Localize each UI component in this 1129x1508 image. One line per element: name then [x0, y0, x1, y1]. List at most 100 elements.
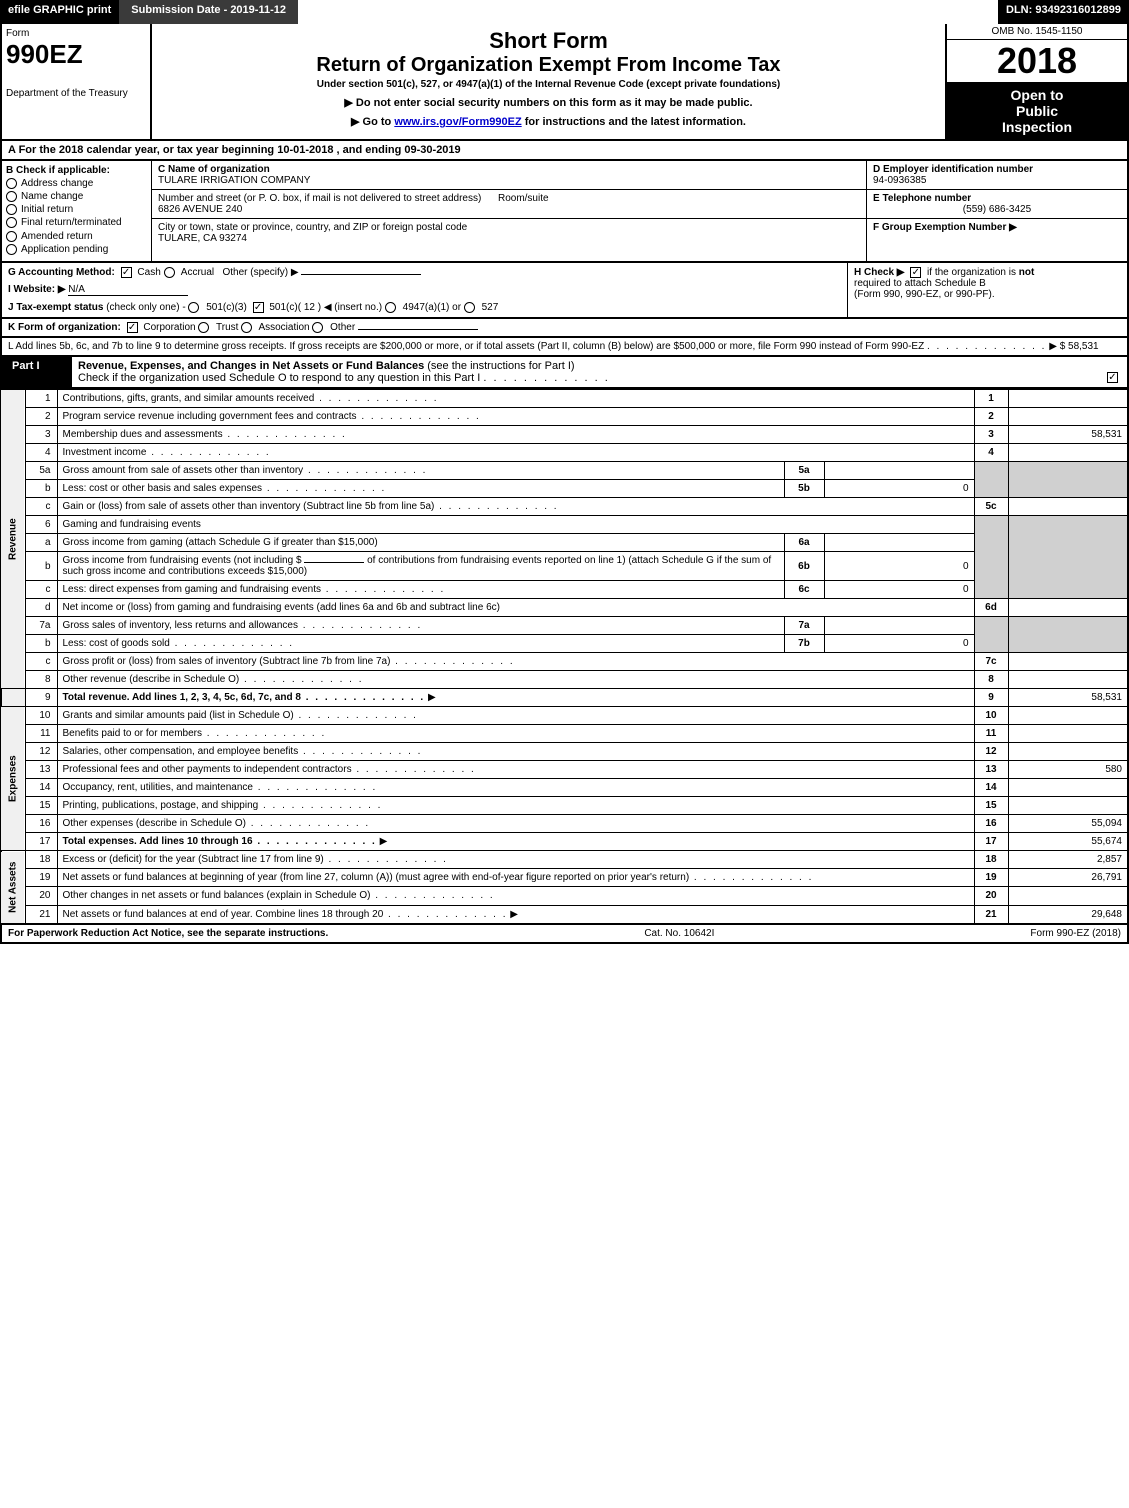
ref-num: 7c	[974, 653, 1008, 671]
i-label: I Website: ▶	[8, 284, 66, 295]
chk-501c[interactable]	[253, 302, 264, 313]
chk-initial[interactable]	[6, 204, 17, 215]
line-desc: Benefits paid to or for members	[63, 728, 327, 739]
chk-amended[interactable]	[6, 231, 17, 242]
f-label: F Group Exemption Number ▶	[873, 222, 1017, 233]
ref-num: 19	[974, 869, 1008, 887]
chk-pending[interactable]	[6, 244, 17, 255]
section-def: D Employer identification number 94-0936…	[867, 161, 1127, 261]
chk-schedule-o[interactable]	[1107, 372, 1118, 383]
chk-corp[interactable]	[127, 322, 138, 333]
form-number: 990EZ	[6, 39, 146, 70]
line-num: 1	[25, 390, 57, 408]
chk-other[interactable]	[312, 322, 323, 333]
top-bar: efile GRAPHIC print Submission Date - 20…	[0, 0, 1129, 24]
line-desc: Other revenue (describe in Schedule O)	[63, 674, 364, 685]
table-row: 19 Net assets or fund balances at beginn…	[1, 869, 1128, 887]
row-a-end: 09-30-2019	[404, 144, 460, 156]
table-row: 2 Program service revenue including gove…	[1, 408, 1128, 426]
ref-num: 12	[974, 743, 1008, 761]
row-a-begin: 10-01-2018	[277, 144, 333, 156]
line-num: 13	[25, 761, 57, 779]
efile-print[interactable]: efile GRAPHIC print	[0, 0, 119, 24]
table-row: Revenue 1 Contributions, gifts, grants, …	[1, 390, 1128, 408]
accrual-label: Accrual	[181, 267, 214, 278]
header-center: Short Form Return of Organization Exempt…	[152, 24, 947, 139]
line-desc: Other changes in net assets or fund bala…	[63, 890, 495, 901]
chk-address[interactable]	[6, 178, 17, 189]
sub-amount: 0	[824, 480, 974, 498]
part1-title-block: Revenue, Expenses, and Changes in Net As…	[72, 357, 1127, 387]
tax-year: 2018	[947, 40, 1127, 83]
footer: For Paperwork Reduction Act Notice, see …	[0, 925, 1129, 944]
line-num: 20	[25, 887, 57, 905]
table-row: 5a Gross amount from sale of assets othe…	[1, 462, 1128, 480]
table-row: 4 Investment income 4	[1, 444, 1128, 462]
chk-accrual[interactable]	[164, 267, 175, 278]
line-num: 9	[25, 689, 57, 707]
e-value: (559) 686-3425	[873, 204, 1121, 215]
chk-final[interactable]	[6, 217, 17, 228]
sub-num: 7b	[784, 635, 824, 653]
line-desc: Contributions, gifts, grants, and simila…	[63, 393, 439, 404]
line-num: 10	[25, 707, 57, 725]
line-desc: Less: direct expenses from gaming and fu…	[63, 584, 446, 595]
line-num: 2	[25, 408, 57, 426]
table-row: 8 Other revenue (describe in Schedule O)…	[1, 671, 1128, 689]
l-arrow: ▶ $	[1049, 341, 1065, 352]
other-specify-input[interactable]	[301, 274, 421, 275]
dln: DLN: 93492316012899	[998, 0, 1129, 24]
k-corp: Corporation	[143, 322, 195, 333]
addr-label: Number and street (or P. O. box, if mail…	[158, 193, 481, 204]
open-line1: Open to	[951, 87, 1123, 103]
l-text: L Add lines 5b, 6c, and 7b to line 9 to …	[8, 341, 924, 352]
line-num: c	[25, 498, 57, 516]
gh-left: G Accounting Method: Cash Accrual Other …	[2, 263, 847, 317]
shaded-cell	[974, 617, 1008, 653]
line-desc: Gross sales of inventory, less returns a…	[63, 620, 423, 631]
l-dots	[927, 341, 1046, 352]
irs-link[interactable]: www.irs.gov/Form990EZ	[394, 116, 521, 128]
line-desc: Less: cost of goods sold	[63, 638, 295, 649]
chk-assoc[interactable]	[241, 322, 252, 333]
chk-527[interactable]	[464, 302, 475, 313]
amount	[1008, 599, 1128, 617]
line-num: 6	[25, 516, 57, 534]
line-desc: Gaming and fundraising events	[57, 516, 974, 534]
part1-label: Part I	[2, 357, 72, 387]
chk-cash[interactable]	[121, 267, 132, 278]
chk-pending-label: Application pending	[21, 244, 108, 255]
line-num: 3	[25, 426, 57, 444]
header-right: OMB No. 1545-1150 2018 Open to Public In…	[947, 24, 1127, 139]
shaded-cell	[1008, 462, 1128, 498]
table-row: 11 Benefits paid to or for members 11	[1, 725, 1128, 743]
amount	[1008, 653, 1128, 671]
line-num: 16	[25, 815, 57, 833]
room-label: Room/suite	[498, 193, 549, 204]
netassets-label: Net Assets	[1, 851, 25, 924]
chk-501c3[interactable]	[188, 302, 199, 313]
chk-name[interactable]	[6, 191, 17, 202]
table-row: c Less: direct expenses from gaming and …	[1, 581, 1128, 599]
line-num: d	[25, 599, 57, 617]
line-desc: Total expenses. Add lines 10 through 16	[63, 836, 377, 847]
dept-treasury: Department of the Treasury	[6, 88, 146, 99]
footer-right: Form 990-EZ (2018)	[1030, 928, 1121, 939]
chk-4947[interactable]	[385, 302, 396, 313]
chk-trust[interactable]	[198, 322, 209, 333]
chk-h[interactable]	[910, 267, 921, 278]
k-other-input[interactable]	[358, 329, 478, 330]
open-line2: Public	[951, 103, 1123, 119]
org-name-row: C Name of organization TULARE IRRIGATION…	[152, 161, 866, 190]
sub-amount	[824, 617, 974, 635]
table-row: b Less: cost or other basis and sales ex…	[1, 480, 1128, 498]
line-num: 15	[25, 797, 57, 815]
line-num: 8	[25, 671, 57, 689]
table-row: d Net income or (loss) from gaming and f…	[1, 599, 1128, 617]
line-num: 19	[25, 869, 57, 887]
line-num: 18	[25, 851, 57, 869]
link-line: ▶ Go to www.irs.gov/Form990EZ for instru…	[156, 115, 941, 128]
line-num: 17	[25, 833, 57, 851]
l6b-blank[interactable]	[304, 562, 364, 563]
chk-name-label: Name change	[21, 191, 83, 202]
